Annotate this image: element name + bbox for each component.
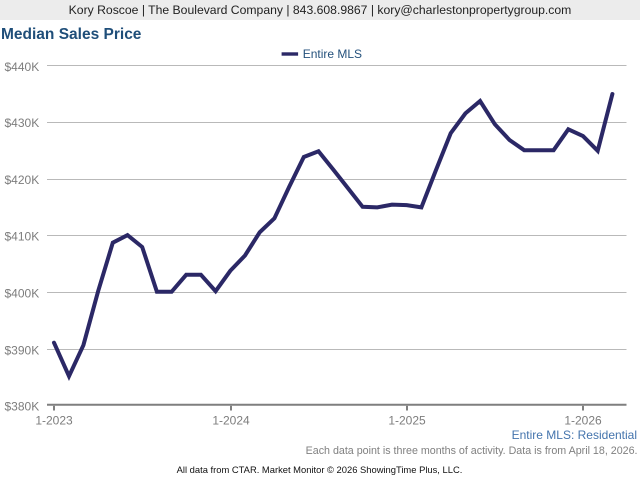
svg-text:$410K: $410K	[5, 230, 40, 244]
svg-text:$440K: $440K	[5, 60, 40, 74]
svg-text:$420K: $420K	[5, 173, 40, 187]
svg-text:Entire MLS: Entire MLS	[303, 47, 362, 61]
svg-text:$380K: $380K	[5, 400, 40, 414]
svg-text:$430K: $430K	[5, 116, 40, 130]
svg-text:$390K: $390K	[5, 344, 40, 358]
svg-text:All data from CTAR. Market Mon: All data from CTAR. Market Monitor © 202…	[177, 464, 463, 475]
svg-text:1-2024: 1-2024	[212, 414, 250, 428]
svg-text:1-2025: 1-2025	[388, 414, 426, 428]
svg-text:$400K: $400K	[5, 287, 40, 301]
svg-text:Entire MLS: Residential: Entire MLS: Residential	[512, 428, 637, 442]
svg-text:Each data point is three month: Each data point is three months of activ…	[306, 445, 638, 457]
svg-text:1-2026: 1-2026	[564, 414, 602, 428]
svg-text:1-2023: 1-2023	[35, 414, 73, 428]
